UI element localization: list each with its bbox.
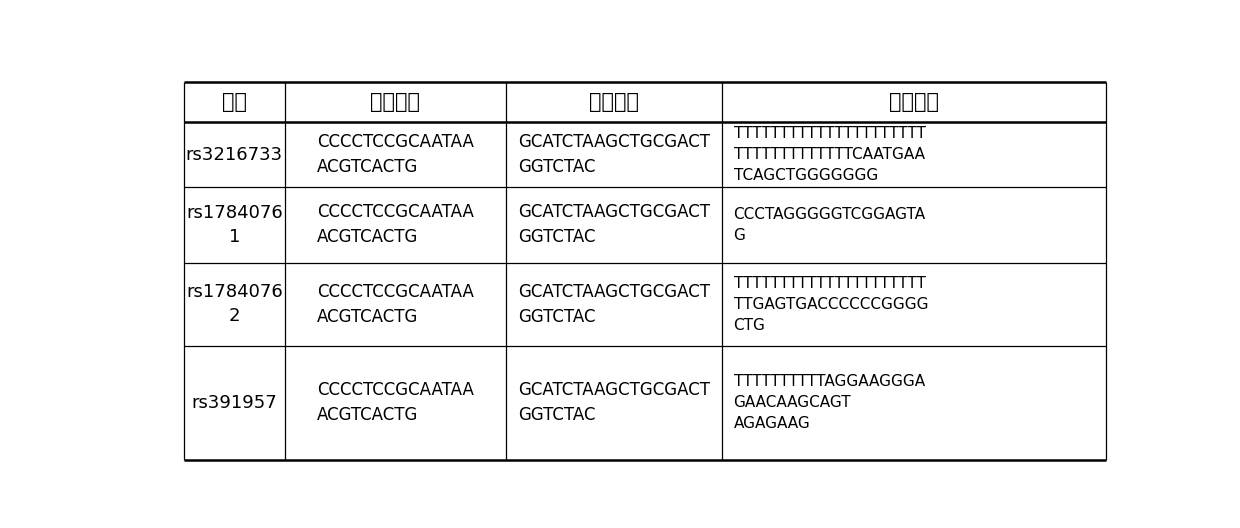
Text: CCCCTCCGCAATAA
ACGTCACTG: CCCCTCCGCAATAA ACGTCACTG: [316, 134, 474, 176]
Text: rs3216733: rs3216733: [186, 146, 283, 164]
Text: GCATCTAAGCTGCGACT
GGTCTAC: GCATCTAAGCTGCGACT GGTCTAC: [518, 381, 709, 425]
Text: CCCCTCCGCAATAA
ACGTCACTG: CCCCTCCGCAATAA ACGTCACTG: [316, 381, 474, 425]
Text: 反向引物: 反向引物: [589, 92, 639, 112]
Text: rs1784076
2: rs1784076 2: [186, 284, 283, 325]
Text: GCATCTAAGCTGCGACT
GGTCTAC: GCATCTAAGCTGCGACT GGTCTAC: [518, 203, 709, 247]
Text: TTTTTTTTTTTTTTTTTTTTT
TTTTTTTTTTTTTCAATGAA
TCAGCTGGGGGGG: TTTTTTTTTTTTTTTTTTTTT TTTTTTTTTTTTTCAATG…: [734, 126, 925, 183]
Text: rs1784076
1: rs1784076 1: [186, 204, 283, 246]
Text: TTTTTTTTTTTTTTTTTTTTT
TTGAGTGACCCCCCGGGG
CTG: TTTTTTTTTTTTTTTTTTTTT TTGAGTGACCCCCCGGGG…: [734, 276, 928, 333]
Text: CCCTAGGGGGTCGGAGTA
G: CCCTAGGGGGTCGGAGTA G: [734, 207, 925, 243]
Text: TTTTTTTTTTAGGAAGGGA
GAACAAGCAGT
AGAGAAG: TTTTTTTTTTAGGAAGGGA GAACAAGCAGT AGAGAAG: [734, 374, 925, 431]
Text: rs391957: rs391957: [191, 394, 278, 412]
Text: GCATCTAAGCTGCGACT
GGTCTAC: GCATCTAAGCTGCGACT GGTCTAC: [518, 283, 709, 326]
Text: 正向引物: 正向引物: [371, 92, 420, 112]
Text: CCCCTCCGCAATAA
ACGTCACTG: CCCCTCCGCAATAA ACGTCACTG: [316, 203, 474, 247]
Text: 延伸引物: 延伸引物: [889, 92, 939, 112]
Text: 名称: 名称: [222, 92, 247, 112]
Text: CCCCTCCGCAATAA
ACGTCACTG: CCCCTCCGCAATAA ACGTCACTG: [316, 283, 474, 326]
Text: GCATCTAAGCTGCGACT
GGTCTAC: GCATCTAAGCTGCGACT GGTCTAC: [518, 134, 709, 176]
